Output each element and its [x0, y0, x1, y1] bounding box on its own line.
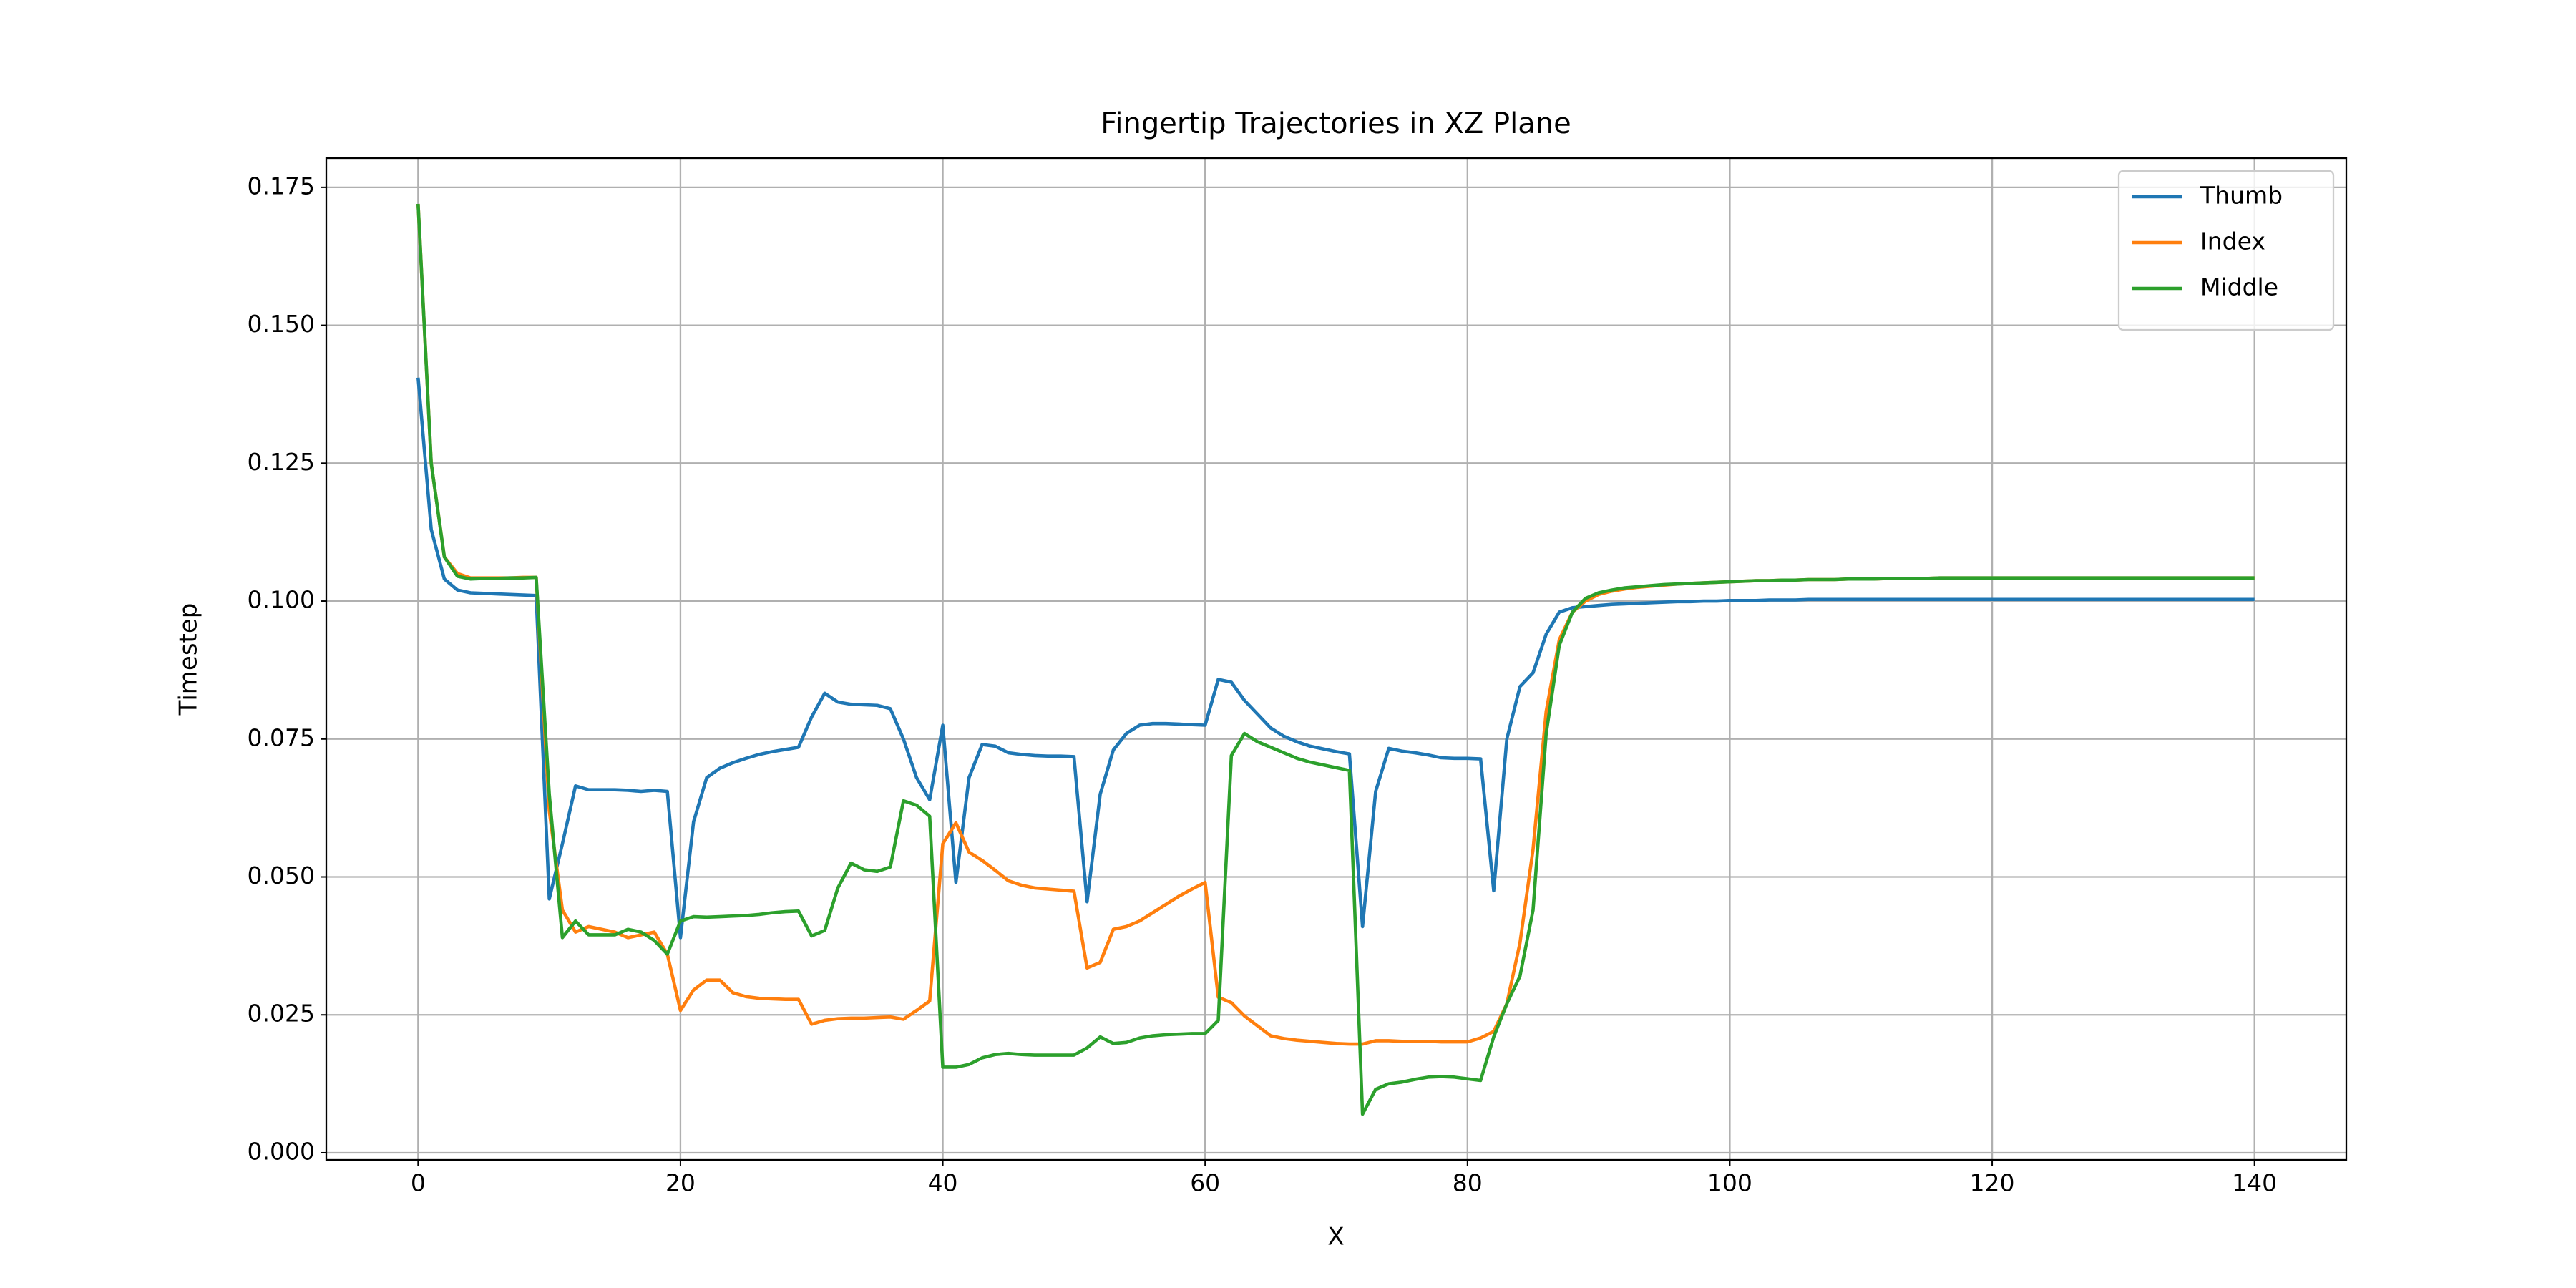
chart-title: Fingertip Trajectories in XZ Plane	[1101, 107, 1571, 140]
x-tick-label: 80	[1453, 1169, 1483, 1197]
legend-label: Index	[2200, 228, 2265, 255]
x-tick-label: 140	[2232, 1169, 2277, 1197]
legend-label: Middle	[2200, 273, 2278, 301]
y-tick-label: 0.050	[248, 862, 315, 889]
y-tick-label: 0.125	[248, 448, 315, 476]
legend-box	[2117, 170, 2335, 331]
y-tick-label: 0.075	[248, 723, 315, 751]
y-tick-label: 0.175	[248, 172, 315, 200]
x-tick-label: 60	[1190, 1169, 1220, 1197]
y-tick-label: 0.000	[248, 1137, 315, 1165]
y-tick-label: 0.025	[248, 1000, 315, 1028]
x-tick-label: 0	[411, 1169, 426, 1197]
data-line	[416, 377, 2255, 940]
x-tick-label: 40	[928, 1169, 958, 1197]
y-axis-label: Timestep	[175, 603, 203, 716]
x-tick-label: 100	[1707, 1169, 1752, 1197]
legend-label: Thumb	[2200, 182, 2283, 210]
data-line	[416, 203, 2255, 1116]
y-tick-label: 0.150	[248, 310, 315, 338]
x-axis-label: X	[1327, 1223, 1344, 1252]
x-tick-label: 120	[1970, 1169, 2015, 1197]
x-tick-label: 20	[665, 1169, 696, 1197]
plot-frame	[325, 157, 2348, 1161]
y-tick-label: 0.100	[248, 586, 315, 614]
